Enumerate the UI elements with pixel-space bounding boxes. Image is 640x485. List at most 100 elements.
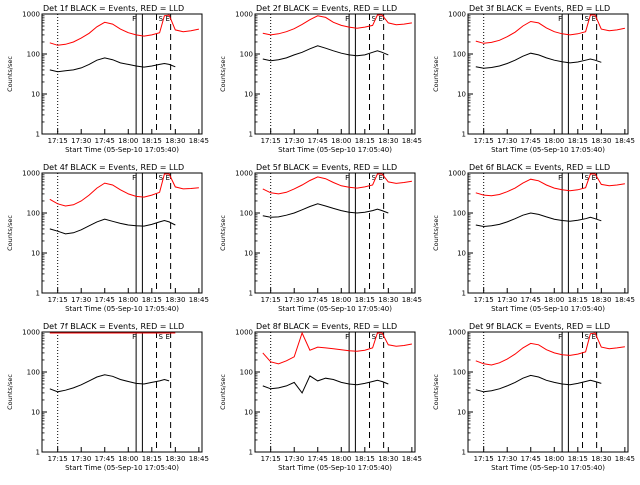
series-line-black xyxy=(475,212,602,228)
y-tick-label: 1 xyxy=(36,449,40,457)
x-tick-label: 18:45 xyxy=(189,455,209,463)
marker-label: E xyxy=(592,174,596,182)
x-tick-label: 18:30 xyxy=(165,455,185,463)
x-tick-label: 18:45 xyxy=(615,296,635,304)
y-axis-title: Counts/sec xyxy=(219,56,227,92)
y-tick-label: 10 xyxy=(244,409,253,417)
y-tick-label: 1 xyxy=(36,131,40,139)
y-tick-label: 100 xyxy=(27,369,40,377)
x-tick-label: 18:00 xyxy=(544,455,564,463)
marker-label: S xyxy=(159,333,164,341)
y-tick-label: 1 xyxy=(249,290,253,298)
x-tick-label: 17:15 xyxy=(48,296,68,304)
chart-panel: Det 5f BLACK = Events, RED = LLD 1 10 100 10… xyxy=(219,163,422,313)
marker-label: E xyxy=(166,15,170,23)
x-tick-label: 18:15 xyxy=(142,455,162,463)
chart-panel: Det 1f BLACK = Events, RED = LLD 1 10 100 10… xyxy=(6,4,209,154)
x-tick-label: 17:45 xyxy=(521,455,541,463)
y-tick-label: 100 xyxy=(453,51,466,59)
x-tick-label: 18:00 xyxy=(331,137,351,145)
series-line-black xyxy=(262,375,389,394)
x-tick-label: 18:00 xyxy=(544,137,564,145)
marker-label: F xyxy=(558,333,562,341)
x-tick-label: 18:15 xyxy=(568,296,588,304)
x-tick-label: 18:45 xyxy=(402,137,422,145)
x-tick-label: 17:30 xyxy=(284,455,304,463)
x-tick-label: 18:30 xyxy=(378,137,398,145)
chart-panel: Det 4f BLACK = Events, RED = LLD 1 10 100 10… xyxy=(6,163,209,313)
y-tick-label: 1 xyxy=(249,131,253,139)
chart-panel: Det 6f BLACK = Events, RED = LLD 1 10 100 10… xyxy=(432,163,635,313)
y-tick-label: 1000 xyxy=(448,170,466,178)
y-axis-title: Counts/sec xyxy=(219,374,227,410)
x-tick-label: 17:45 xyxy=(521,137,541,145)
y-tick-label: 100 xyxy=(453,369,466,377)
y-tick-label: 1000 xyxy=(235,329,253,337)
x-tick-label: 17:30 xyxy=(284,137,304,145)
y-tick-label: 100 xyxy=(453,210,466,218)
chart-title: Det 4f BLACK = Events, RED = LLD xyxy=(43,163,184,172)
x-axis-title: Start Time (05-Sep-10 17:05:40) xyxy=(278,464,392,472)
y-tick-label: 10 xyxy=(31,409,40,417)
series-line-red xyxy=(262,14,412,36)
marker-label: E xyxy=(379,15,383,23)
x-tick-label: 18:30 xyxy=(378,455,398,463)
x-axis-title: Start Time (05-Sep-10 17:05:40) xyxy=(65,464,179,472)
x-tick-label: 17:15 xyxy=(474,455,494,463)
y-tick-label: 10 xyxy=(457,250,466,258)
y-tick-label: 1000 xyxy=(22,329,40,337)
x-tick-label: 18:00 xyxy=(331,455,351,463)
chart-panel: Det 9f BLACK = Events, RED = LLD 1 10 100 10… xyxy=(432,322,635,472)
marker-label: F xyxy=(345,333,349,341)
marker-label: S xyxy=(159,174,164,182)
y-tick-label: 10 xyxy=(244,91,253,99)
x-axis-title: Start Time (05-Sep-10 17:05:40) xyxy=(65,146,179,154)
x-axis-title: Start Time (05-Sep-10 17:05:40) xyxy=(491,146,605,154)
series-line-red xyxy=(475,332,625,366)
y-axis-title: Counts/sec xyxy=(432,56,440,92)
series-line-black xyxy=(49,57,176,73)
y-tick-label: 100 xyxy=(240,210,253,218)
chart-title: Det 8f BLACK = Events, RED = LLD xyxy=(256,322,397,331)
x-tick-label: 17:15 xyxy=(474,137,494,145)
marker-label: S xyxy=(585,174,590,182)
marker-label: E xyxy=(379,174,383,182)
x-tick-label: 18:15 xyxy=(568,137,588,145)
x-tick-label: 17:45 xyxy=(95,296,115,304)
x-tick-label: 18:30 xyxy=(378,296,398,304)
y-tick-label: 1 xyxy=(36,290,40,298)
x-tick-label: 18:00 xyxy=(544,296,564,304)
x-tick-label: 18:15 xyxy=(142,137,162,145)
marker-label: E xyxy=(166,174,170,182)
series-line-red xyxy=(475,173,625,197)
chart-title: Det 5f BLACK = Events, RED = LLD xyxy=(256,163,397,172)
y-tick-label: 1000 xyxy=(235,170,253,178)
series-line-black xyxy=(475,52,602,69)
chart-panel: Det 7f BLACK = Events, RED = LLD 1 10 100 10… xyxy=(6,322,209,472)
x-tick-label: 18:30 xyxy=(591,296,611,304)
series-line-black xyxy=(262,203,389,218)
x-tick-label: 17:30 xyxy=(71,296,91,304)
y-tick-label: 10 xyxy=(31,250,40,258)
plot-frame xyxy=(41,172,203,294)
y-tick-label: 1000 xyxy=(448,11,466,19)
chart-panel: Det 8f BLACK = Events, RED = LLD 1 10 100 10… xyxy=(219,322,422,472)
x-tick-label: 17:30 xyxy=(284,296,304,304)
chart-panel: Det 2f BLACK = Events, RED = LLD 1 10 100 10… xyxy=(219,4,422,154)
y-tick-label: 10 xyxy=(457,91,466,99)
x-axis-title: Start Time (05-Sep-10 17:05:40) xyxy=(491,305,605,313)
series-line-black xyxy=(49,374,170,393)
y-tick-label: 1 xyxy=(462,449,466,457)
x-tick-label: 18:00 xyxy=(118,455,138,463)
marker-label: E xyxy=(592,15,596,23)
y-tick-label: 1 xyxy=(462,131,466,139)
x-tick-label: 17:15 xyxy=(261,455,281,463)
y-tick-label: 10 xyxy=(31,91,40,99)
x-tick-label: 18:45 xyxy=(402,455,422,463)
y-tick-label: 1000 xyxy=(22,11,40,19)
chart-title: Det 9f BLACK = Events, RED = LLD xyxy=(469,322,610,331)
x-tick-label: 18:45 xyxy=(189,137,209,145)
x-axis-title: Start Time (05-Sep-10 17:05:40) xyxy=(491,464,605,472)
plot-frame xyxy=(254,172,416,294)
